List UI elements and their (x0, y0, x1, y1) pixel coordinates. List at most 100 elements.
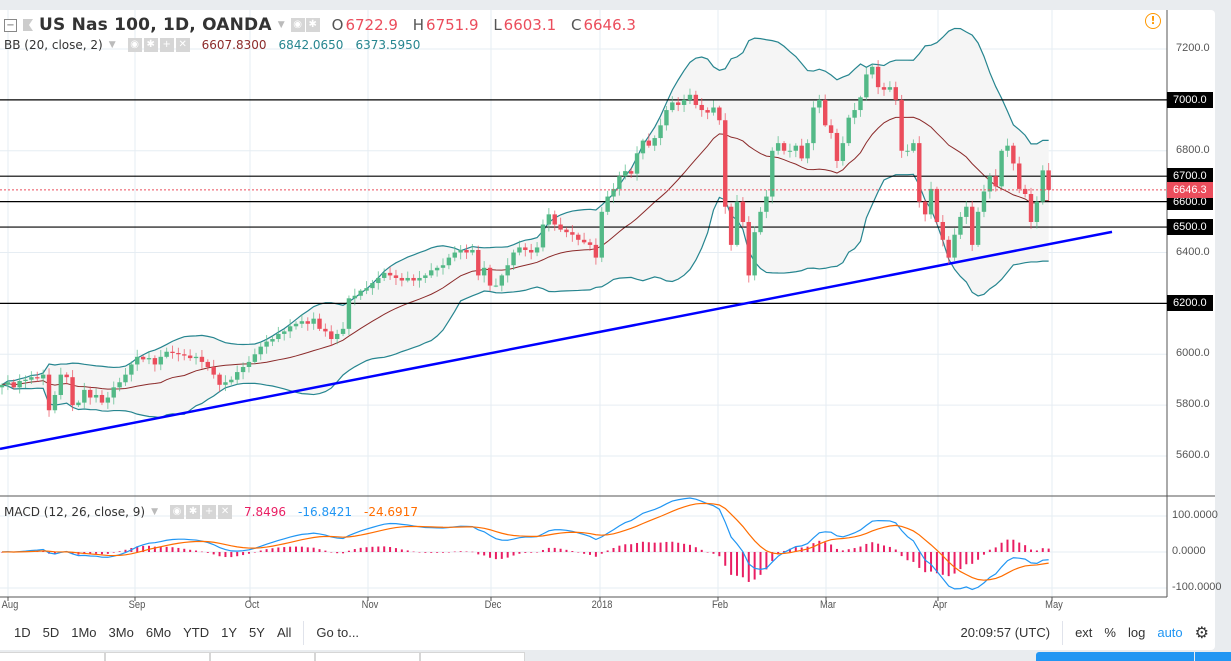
candle (246, 356, 252, 373)
range-1mo[interactable]: 1Mo (71, 625, 97, 640)
panel-tab[interactable] (0, 652, 105, 661)
settings-gear-icon[interactable]: ⚙ (1194, 624, 1209, 642)
log-toggle[interactable]: log (1127, 625, 1146, 640)
eye-icon[interactable]: ◉ (290, 18, 305, 32)
alert-icon[interactable]: ! (1145, 13, 1161, 29)
candle (382, 268, 387, 282)
plus-icon[interactable]: + (159, 38, 174, 52)
candle-body (287, 326, 293, 332)
eye-icon[interactable]: ◉ (170, 505, 185, 519)
range-5d[interactable]: 5D (42, 625, 60, 640)
panel-tab[interactable] (315, 652, 420, 661)
candle (152, 355, 158, 372)
macd-histogram-bar (1000, 542, 1003, 552)
gear-icon[interactable]: ✱ (186, 505, 201, 519)
auto-toggle[interactable]: auto (1157, 625, 1183, 640)
close-icon[interactable]: ✕ (175, 38, 190, 52)
candle-body (99, 394, 105, 403)
close-icon[interactable]: ✕ (218, 505, 233, 519)
chevron-down-icon[interactable]: ▼ (277, 20, 285, 30)
candle (376, 271, 381, 290)
macd-label[interactable]: MACD (12, 26, close, 9) (4, 505, 146, 519)
range-1y[interactable]: 1Y (221, 625, 238, 640)
percent-toggle[interactable]: % (1104, 625, 1116, 640)
clock-time[interactable]: 20:09:57 (UTC) (960, 625, 1051, 640)
candle-body (481, 267, 487, 276)
ext-toggle[interactable]: ext (1075, 625, 1093, 640)
candle-body (687, 94, 693, 100)
macd-histogram-bar (383, 546, 386, 552)
chart-container[interactable]: − US Nas 100, 1D, OANDA ▼ ◉ ✱ O 6722.9 H 67… (0, 10, 1222, 650)
range-all[interactable]: All (276, 625, 292, 640)
candle-body (864, 74, 869, 98)
candle-body (211, 367, 216, 375)
price-tick-label: 6400.0 (1176, 245, 1210, 258)
macd-histogram-bar (536, 552, 539, 553)
gear-icon[interactable]: ✱ (143, 38, 158, 52)
gear-icon[interactable]: ✱ (305, 18, 320, 32)
price-tick-label: 6800.0 (1176, 143, 1210, 156)
candle (628, 167, 634, 178)
symbol-title[interactable]: US Nas 100, 1D, OANDA (39, 15, 272, 35)
candle-body (705, 110, 710, 113)
panel-tab[interactable] (210, 652, 315, 661)
range-6mo[interactable]: 6Mo (145, 625, 172, 640)
candle-body (240, 367, 246, 373)
candle-body (452, 252, 457, 258)
range-3mo[interactable]: 3Mo (108, 625, 134, 640)
candle (158, 350, 163, 371)
candle-body (611, 188, 616, 197)
macd-histogram-bar (565, 549, 568, 552)
candle-body (770, 150, 775, 197)
macd-histogram-bar (918, 552, 921, 568)
candle (652, 135, 657, 151)
candle-body (881, 87, 887, 90)
candle-body (952, 234, 957, 258)
candle (529, 243, 534, 260)
candle (546, 208, 552, 232)
candle-body (858, 97, 863, 111)
collapse-icon[interactable]: − (4, 18, 17, 32)
candle-body (523, 247, 528, 250)
low-value: 6603.1 (503, 16, 557, 34)
macd-tick-label: 100.0000 (1172, 509, 1218, 521)
macd-histogram-bar (289, 546, 292, 552)
goto-button[interactable]: Go to... (316, 625, 360, 640)
macd-histogram-bar (1006, 539, 1009, 552)
macd-histogram-bar (1012, 539, 1015, 552)
bb-label[interactable]: BB (20, close, 2) (4, 38, 103, 52)
chevron-down-icon[interactable]: ▼ (108, 40, 116, 50)
chevron-down-icon[interactable]: ▼ (151, 507, 159, 517)
range-ytd[interactable]: YTD (183, 625, 210, 640)
plus-icon[interactable]: + (202, 505, 217, 519)
candle-body (893, 87, 898, 100)
range-5y[interactable]: 5Y (249, 625, 265, 640)
candle-body (317, 318, 322, 329)
macd-histogram-bar (353, 549, 356, 552)
macd-histogram-bar (847, 549, 850, 552)
candle-body (758, 211, 763, 233)
flag-icon[interactable] (23, 19, 33, 31)
macd-histogram-bar (883, 545, 885, 552)
candle (1034, 196, 1040, 229)
candle-body (76, 402, 81, 406)
candle (423, 273, 428, 283)
candle (93, 388, 99, 403)
macd-histogram-bar (153, 546, 156, 552)
time-tick-label: Feb (711, 599, 729, 611)
macd-histogram-bar (259, 550, 262, 552)
primary-action-button[interactable] (1036, 652, 1194, 661)
candle (387, 266, 393, 280)
panel-tab[interactable] (420, 652, 525, 661)
candle (417, 271, 422, 288)
macd-histogram-bar (512, 552, 515, 556)
panel-tab[interactable] (105, 652, 210, 661)
candle (775, 136, 781, 155)
candle-body (305, 321, 310, 324)
candle-body (693, 94, 699, 105)
macd-histogram-bar (906, 552, 909, 561)
range-1d[interactable]: 1D (14, 625, 31, 640)
chart-canvas[interactable] (0, 10, 1215, 615)
eye-icon[interactable]: ◉ (127, 38, 142, 52)
action-dropdown-button[interactable] (1195, 652, 1231, 661)
